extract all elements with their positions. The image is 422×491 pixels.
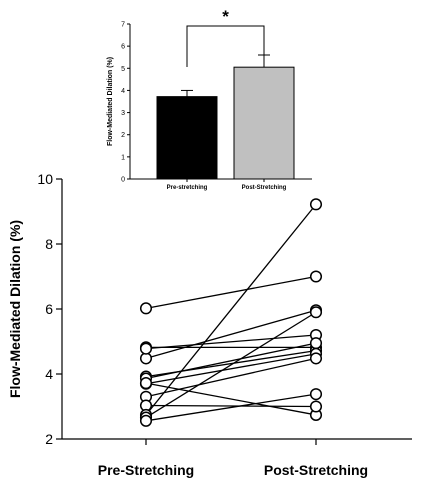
subject-line-12	[145, 311, 317, 419]
subject-line-11	[145, 203, 317, 416]
pre-point-1	[139, 302, 153, 315]
subject-line-1	[145, 275, 317, 309]
subject-line-4	[145, 334, 317, 350]
subject-line-10	[145, 404, 317, 408]
inset-y-tick-label: 0	[121, 177, 125, 184]
post-point-12	[309, 306, 323, 319]
post-point-9	[309, 352, 323, 365]
significance-bracket	[186, 25, 265, 67]
inset-bar-1	[156, 96, 218, 180]
inset-y-tick-label: 7	[121, 22, 125, 29]
inset-y-axis-label: Flow-Mediated Dilation (%)	[107, 57, 114, 146]
post-point-10	[309, 400, 323, 413]
main-x-tick-label: Post-Stretching	[264, 462, 368, 478]
inset-x-tick-label: Post-Stretching	[242, 185, 287, 191]
main-x-tick-label: Pre-Stretching	[98, 462, 194, 478]
main-y-tick-label: 10	[37, 171, 53, 187]
inset-y-tick-label: 5	[121, 66, 125, 73]
subject-line-9	[145, 357, 317, 398]
subject-line-3	[145, 309, 317, 360]
post-point-6	[309, 337, 323, 350]
subject-line-8	[145, 382, 317, 416]
inset-y-tick-label: 4	[121, 88, 125, 95]
subject-line-6	[145, 342, 317, 380]
inset-y-tick-label: 1	[121, 154, 125, 161]
inset-y-tick-label: 3	[121, 110, 125, 117]
post-point-13	[309, 388, 323, 401]
inset-bar-2	[233, 66, 295, 180]
significance-marker: *	[222, 7, 229, 26]
pre-point-4	[139, 342, 153, 355]
inset-y-tick-label: 2	[121, 132, 125, 139]
subject-line-13	[145, 393, 317, 422]
inset-y-tick-label: 6	[121, 44, 125, 51]
main-y-tick-label: 6	[45, 301, 53, 317]
main-y-tick-label: 2	[45, 431, 53, 447]
paired-line-chart: 2 4 6 8 10 Flow-Mediated Dilation (%) Pre-Stre…	[7, 171, 412, 478]
bar-chart-inset: 0 1 2 3 4 5 6 7 Flow-Mediated Dilation (%) Pre-st…	[107, 7, 312, 191]
post-point-11	[309, 198, 323, 211]
post-point-1	[309, 270, 323, 283]
main-y-tick-label: 4	[45, 366, 53, 382]
pre-point-13	[139, 414, 153, 427]
inset-x-tick-label: Pre-stretching	[167, 185, 208, 191]
pre-point-8	[139, 377, 153, 390]
main-y-tick-label: 8	[45, 236, 53, 252]
subject-line-7	[145, 353, 317, 385]
main-y-axis-label: Flow-Mediated Dilation (%)	[7, 220, 23, 398]
